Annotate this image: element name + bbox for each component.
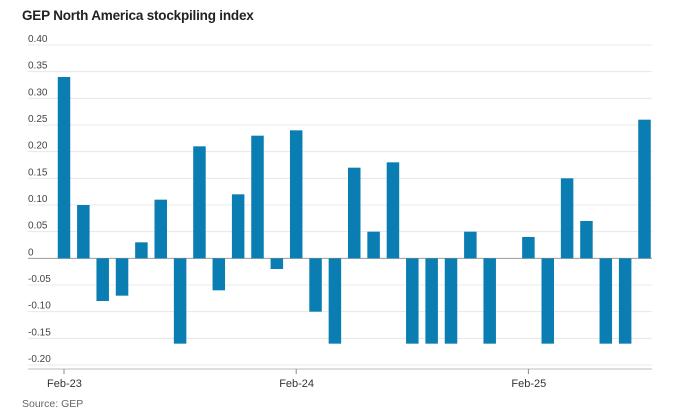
bar <box>599 258 613 344</box>
y-tick-label: 0.30 <box>28 87 48 98</box>
bar <box>270 258 284 269</box>
bar <box>425 258 438 344</box>
bar <box>135 242 148 259</box>
bar <box>638 119 651 259</box>
bar <box>541 258 554 344</box>
y-tick-label: -0.10 <box>28 301 51 312</box>
bar <box>96 258 109 301</box>
bar <box>618 258 632 344</box>
x-tick-label: Feb-23 <box>47 378 82 390</box>
bar <box>580 221 593 259</box>
y-tick-label: 0.40 <box>28 34 48 45</box>
chart-title: GEP North America stockpiling index <box>22 8 254 23</box>
y-tick-label: -0.15 <box>28 327 51 338</box>
y-tick-label: 0.10 <box>28 194 48 205</box>
bar <box>522 237 535 259</box>
y-tick-label: 0.35 <box>28 61 48 72</box>
bar <box>289 130 303 259</box>
bar-series <box>57 77 651 344</box>
y-tick-label: 0 <box>28 247 34 258</box>
y-tick-label: 0.20 <box>28 141 48 152</box>
x-tick-label: Feb-24 <box>279 378 314 390</box>
bar <box>212 258 226 291</box>
y-tick-label: 0.25 <box>28 114 48 125</box>
y-tick-label: 0.15 <box>28 167 48 178</box>
bar <box>154 199 167 259</box>
x-tick-label: Feb-25 <box>511 378 546 390</box>
bar <box>251 135 264 259</box>
bar <box>328 258 342 344</box>
bar <box>464 231 477 259</box>
bar <box>193 146 206 259</box>
bar <box>386 162 400 259</box>
y-tick-label: -0.20 <box>28 354 51 365</box>
bar <box>115 258 129 296</box>
source-note: Source: GEP <box>22 398 84 410</box>
bar <box>348 167 361 259</box>
bar <box>367 231 380 259</box>
bar <box>57 77 71 259</box>
x-axis: Feb-23 Feb-24 Feb-25 <box>28 368 652 390</box>
bar <box>483 258 496 344</box>
bar <box>309 258 322 312</box>
bar <box>406 258 419 344</box>
bar <box>231 194 245 259</box>
bar <box>560 178 574 259</box>
bar <box>77 205 90 259</box>
bar <box>173 258 187 344</box>
y-tick-label: -0.05 <box>28 274 51 285</box>
y-axis-ticks: 0.40 0.35 0.30 0.25 0.20 0.15 0.10 0.05 0 -0.05 -0… <box>28 34 51 365</box>
y-tick-label: 0.05 <box>28 221 48 232</box>
bar <box>444 258 458 344</box>
